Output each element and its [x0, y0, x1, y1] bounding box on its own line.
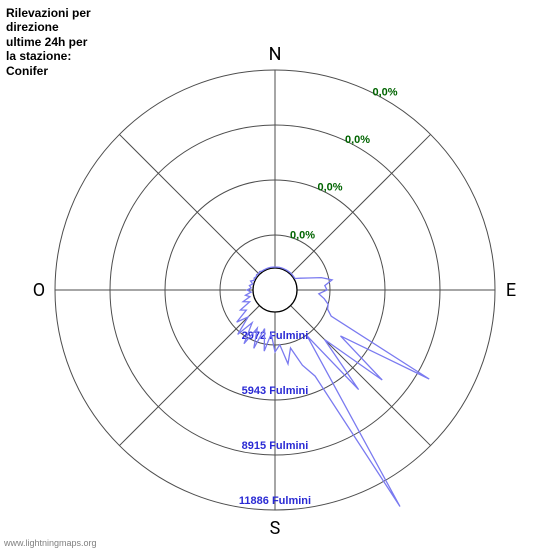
- svg-text:5943 Fulmini: 5943 Fulmini: [242, 385, 309, 397]
- svg-text:S: S: [270, 518, 281, 539]
- svg-text:N: N: [269, 44, 282, 65]
- svg-text:11886 Fulmini: 11886 Fulmini: [239, 495, 311, 507]
- svg-text:2972 Fulmini: 2972 Fulmini: [242, 330, 309, 342]
- svg-text:E: E: [506, 280, 516, 301]
- svg-text:0,0%: 0,0%: [290, 229, 315, 241]
- svg-text:0,0%: 0,0%: [317, 182, 342, 194]
- polar-chart: N E S O 2972 Fulmini 5943 Fulmini 8915 Fulmini…: [0, 0, 550, 550]
- svg-text:8915 Fulmini: 8915 Fulmini: [242, 440, 309, 452]
- svg-text:0,0%: 0,0%: [372, 86, 397, 98]
- svg-text:O: O: [33, 280, 45, 301]
- svg-text:0,0%: 0,0%: [345, 134, 370, 146]
- attribution-text: www.lightningmaps.org: [4, 538, 97, 548]
